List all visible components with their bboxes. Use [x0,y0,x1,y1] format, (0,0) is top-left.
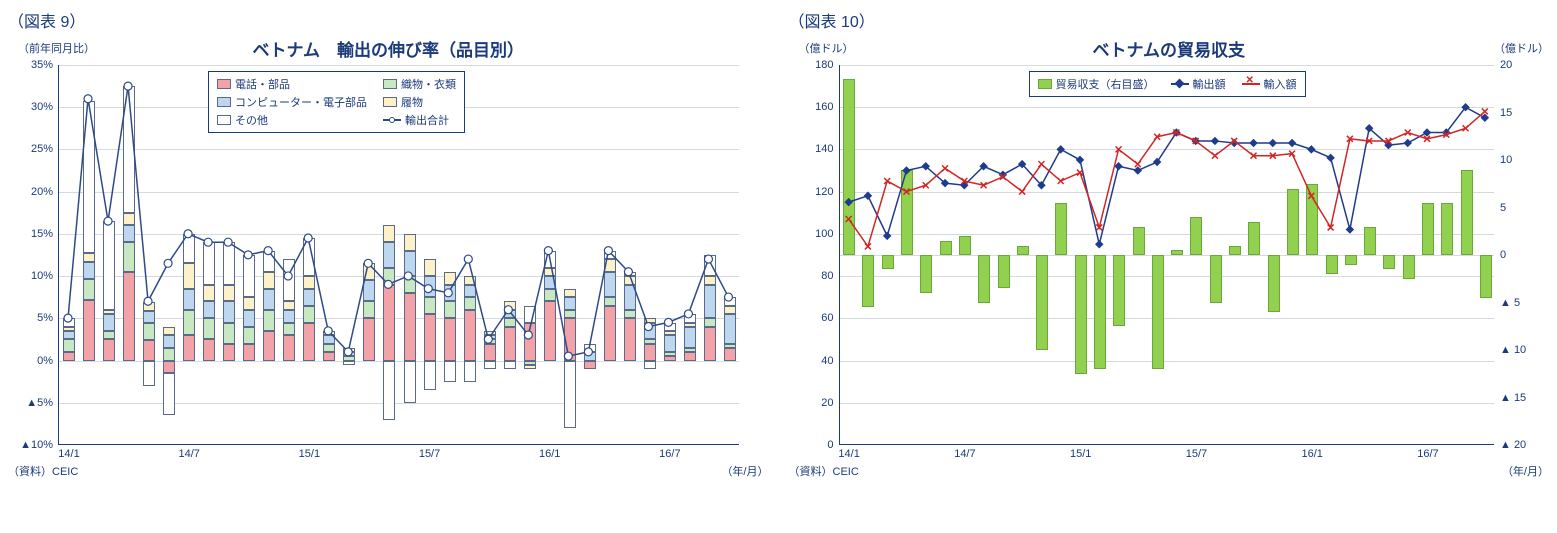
fig9-xlabel: （年/月） [721,463,768,479]
fig10-line-svg [839,65,1494,445]
fig10-source: （資料）CEIC [789,463,859,479]
fig10-ylabel-r: （億ドル） [1494,40,1549,56]
chart-9-panel: （図表 9） （前年同月比） ベトナム 輸出の伸び率（品目別） ▲10%▲5%0… [8,8,769,479]
fig10-title: ベトナムの貿易収支 [789,36,1550,61]
fig10-xlabel: （年/月） [1502,463,1549,479]
fig9-ylabel: （前年同月比） [18,40,95,56]
fig9-source: （資料）CEIC [8,463,78,479]
fig10-ylabel-l: （億ドル） [799,40,854,56]
fig10-label: （図表 10） [789,8,1550,32]
fig9-plot: ▲10%▲5%0%5%10%15%20%25%30%35%14/114/715/… [58,65,739,445]
fig9-label: （図表 9） [8,8,769,32]
fig10-plot: 020406080100120140160180▲ 20▲ 15▲ 10▲ 50… [839,65,1495,445]
fig10-legend: 貿易収支（右目盛）輸出額✕輸入額 [1029,71,1306,97]
fig9-legend: 電話・部品織物・衣類コンピューター・電子部品履物その他輸出合計 [208,71,465,133]
chart-10-panel: （図表 10） （億ドル） （億ドル） ベトナムの貿易収支 0204060801… [789,8,1550,479]
fig9-title: ベトナム 輸出の伸び率（品目別） [8,36,769,61]
